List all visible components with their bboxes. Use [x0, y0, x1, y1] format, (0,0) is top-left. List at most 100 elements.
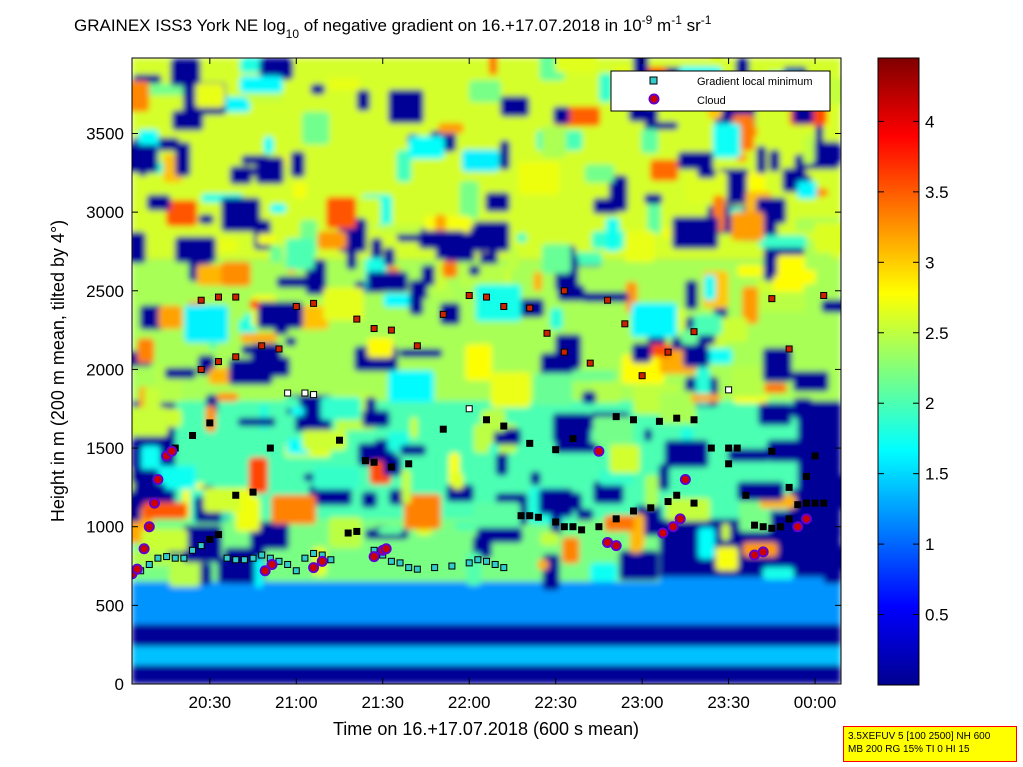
gradient-minimum-point	[275, 345, 283, 353]
heatmap-cell	[518, 161, 559, 195]
heatmap-cell	[690, 394, 721, 403]
gradient-minimum-point	[197, 365, 205, 373]
gradient-minimum-point	[353, 315, 361, 323]
gradient-minimum-point	[396, 559, 404, 567]
heatmap-cell	[144, 386, 161, 410]
gradient-minimum-point	[465, 405, 473, 413]
heatmap-cell	[263, 136, 274, 155]
gradient-minimum-point	[448, 562, 456, 570]
heatmap-cell	[715, 317, 748, 343]
heatmap-cell	[731, 365, 767, 398]
heatmap-layer-low-band	[132, 646, 841, 666]
cloud-point	[132, 563, 143, 575]
heatmap-cell	[401, 469, 411, 504]
colorbar-tick-label: 0.5	[925, 606, 949, 625]
gradient-minimum-point	[517, 512, 525, 520]
heatmap-field	[132, 58, 841, 684]
colorbar-ticks: 0.5 1 1.5 2 2.5 3 3.5 4	[878, 112, 949, 625]
heatmap-cell	[248, 457, 268, 494]
gradient-minimum-point	[258, 551, 266, 559]
heatmap-cell	[644, 475, 659, 508]
heatmap-cell	[685, 280, 698, 310]
gradient-minimum-point	[223, 554, 231, 562]
legend-label-cloud: Cloud	[697, 95, 726, 107]
heatmap-cell	[396, 150, 412, 182]
heatmap-cell	[677, 151, 714, 170]
y-axis-ticks: 0 500 1000 1500 2000 2500 3000 3500	[86, 124, 841, 694]
y-tick-label: 3500	[86, 124, 124, 143]
heatmap-cell	[758, 403, 792, 426]
heatmap-cell	[254, 557, 264, 588]
gradient-minimum-point	[474, 556, 482, 564]
colorbar-tick-label: 1	[925, 535, 934, 554]
heatmap-cell	[195, 83, 225, 108]
heatmap-cell	[169, 555, 201, 587]
heatmap-cell	[439, 302, 461, 325]
gradient-minimum-point	[292, 567, 300, 575]
heatmap-cell	[721, 523, 730, 541]
heatmap-cell	[221, 96, 251, 113]
cloud-point	[380, 543, 392, 555]
gradient-minimum-point	[197, 542, 205, 550]
gradient-minimum-point	[483, 557, 490, 565]
cloud-point	[657, 527, 669, 539]
marker-layer	[132, 287, 828, 580]
gradient-minimum-point	[578, 526, 586, 534]
heatmap-cell	[309, 484, 352, 506]
heatmap-cell	[198, 214, 214, 225]
heatmap-cell	[285, 238, 315, 270]
heatmap-cell	[762, 567, 794, 580]
cloud-point	[610, 540, 622, 552]
heatmap-cell	[533, 271, 543, 292]
heatmap-cell	[592, 198, 619, 214]
x-tick-label: 22:00	[448, 693, 491, 712]
cloud-point	[674, 513, 686, 525]
x-tick-label: 23:30	[707, 693, 750, 712]
gradient-minimum-point	[240, 556, 248, 564]
gradient-minimum-point	[258, 342, 266, 350]
heatmap-cell	[367, 337, 394, 358]
heatmap-cell	[283, 396, 300, 409]
heatmap-cell	[205, 405, 216, 433]
heatmap-cell	[284, 336, 297, 347]
info-line-2: MB 200 RG 15% TI 0 HI 15	[848, 744, 970, 755]
gradient-minimum-point	[742, 491, 750, 499]
gradient-minimum-point	[370, 458, 378, 466]
gradient-minimum-point	[534, 513, 542, 521]
heatmap-cell	[409, 416, 418, 439]
gradient-minimum-point	[785, 483, 793, 491]
heatmap-cell	[164, 367, 197, 380]
cloud-point	[166, 445, 178, 457]
heatmap-cell	[399, 444, 427, 456]
heatmap-cell	[631, 343, 652, 363]
heatmap-cell	[166, 200, 198, 227]
gradient-minimum-point	[690, 499, 698, 507]
colorbar-tick-label: 2	[925, 394, 934, 413]
gradient-minimum-point	[604, 296, 612, 304]
gradient-minimum-point	[543, 329, 551, 337]
heatmap-cell	[554, 334, 582, 369]
heatmap-cell	[240, 333, 278, 343]
gradient-minimum-point	[292, 303, 300, 311]
heatmap-cell	[132, 144, 158, 173]
gradient-minimum-point	[560, 287, 568, 295]
heatmap-cell	[361, 491, 378, 508]
heatmap-cell	[380, 224, 422, 234]
heatmap-cell	[310, 83, 326, 95]
y-tick-label: 0	[115, 675, 124, 694]
x-tick-label: 20:30	[189, 693, 232, 712]
colorbar-tick-label: 2.5	[925, 324, 949, 343]
heatmap-cell	[475, 284, 522, 322]
heatmap-cell	[533, 373, 573, 406]
heatmap-cell	[208, 341, 218, 351]
heatmap-cell	[313, 466, 360, 490]
heatmap-cell	[821, 299, 841, 313]
gradient-minimum-point	[163, 553, 171, 561]
y-tick-label: 1500	[86, 439, 124, 458]
heatmap-cell	[153, 465, 196, 490]
cloud-point	[152, 474, 164, 486]
legend-square-marker-icon	[649, 76, 658, 85]
gradient-minimum-point	[707, 444, 715, 452]
heatmap-cell	[132, 80, 150, 112]
info-line-1: 3.5XEFUV 5 [100 2500] NH 600	[848, 731, 991, 742]
